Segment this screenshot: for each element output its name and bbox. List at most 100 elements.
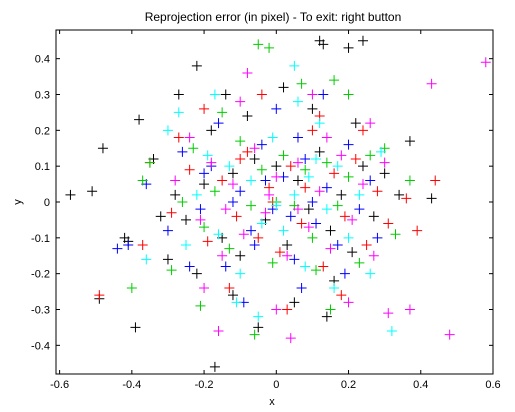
plus-marker bbox=[181, 240, 192, 250]
plus-marker bbox=[307, 197, 318, 207]
plus-marker bbox=[350, 118, 361, 129]
plus-marker bbox=[264, 189, 275, 200]
plus-marker bbox=[278, 82, 289, 93]
plus-marker bbox=[296, 78, 307, 89]
plus-marker bbox=[274, 247, 285, 258]
plus-marker bbox=[97, 143, 108, 154]
plus-marker bbox=[191, 189, 202, 200]
plus-marker bbox=[307, 103, 318, 114]
plus-marker bbox=[379, 157, 390, 168]
y-tick-label: 0.1 bbox=[35, 161, 50, 173]
plus-marker bbox=[325, 225, 336, 236]
plus-marker bbox=[162, 225, 173, 236]
plus-marker bbox=[271, 161, 282, 172]
plus-marker bbox=[339, 211, 350, 222]
plus-marker bbox=[137, 240, 148, 250]
plus-marker bbox=[217, 175, 228, 186]
plus-marker bbox=[130, 322, 141, 333]
x-tick-label: 0.4 bbox=[413, 379, 428, 391]
plus-marker bbox=[383, 308, 394, 319]
plus-marker bbox=[235, 154, 246, 164]
plus-marker bbox=[430, 175, 441, 186]
x-tick-label: 0.6 bbox=[485, 379, 500, 391]
plus-marker bbox=[166, 207, 177, 218]
plus-marker bbox=[300, 154, 311, 164]
plus-marker bbox=[354, 204, 365, 215]
plus-marker bbox=[307, 125, 318, 136]
x-tick-label: -0.2 bbox=[195, 379, 214, 391]
plus-marker bbox=[343, 171, 354, 182]
y-tick-label: -0.1 bbox=[31, 233, 50, 245]
plus-marker bbox=[292, 204, 303, 215]
plus-marker bbox=[170, 175, 181, 186]
y-tick-label: -0.3 bbox=[31, 305, 50, 317]
y-tick-label: 0 bbox=[44, 197, 50, 209]
plus-marker bbox=[235, 250, 246, 261]
plus-marker bbox=[199, 283, 210, 293]
plus-marker bbox=[227, 179, 238, 190]
plus-marker bbox=[209, 361, 220, 372]
plus-marker bbox=[227, 290, 238, 301]
plus-marker bbox=[199, 103, 210, 114]
plus-marker bbox=[390, 229, 401, 240]
plus-marker bbox=[282, 304, 293, 315]
x-tick-label: -0.4 bbox=[122, 379, 141, 391]
plus-marker bbox=[231, 297, 242, 308]
plus-marker bbox=[350, 154, 361, 164]
x-tick-label: 0 bbox=[273, 379, 279, 391]
plus-marker bbox=[253, 232, 264, 243]
plus-marker bbox=[184, 132, 195, 143]
plus-marker bbox=[137, 175, 148, 186]
plus-marker bbox=[401, 193, 412, 204]
plus-marker bbox=[231, 211, 242, 222]
plus-marker bbox=[267, 257, 278, 268]
plus-marker bbox=[256, 89, 267, 100]
plus-marker bbox=[318, 261, 329, 272]
plus-marker bbox=[314, 186, 325, 197]
plus-marker bbox=[209, 89, 220, 100]
plus-marker bbox=[191, 268, 202, 279]
plus-marker bbox=[249, 329, 260, 340]
plus-marker bbox=[173, 107, 184, 118]
plus-marker bbox=[184, 261, 195, 272]
plus-marker bbox=[173, 89, 184, 100]
plus-marker bbox=[260, 175, 271, 186]
plus-marker bbox=[278, 225, 289, 236]
plus-marker bbox=[94, 290, 105, 301]
plus-marker bbox=[87, 186, 98, 197]
plus-marker bbox=[112, 243, 123, 254]
plus-marker bbox=[285, 333, 296, 344]
plus-marker bbox=[357, 125, 368, 136]
plus-marker bbox=[213, 118, 224, 129]
plus-marker bbox=[292, 96, 303, 107]
plus-marker bbox=[321, 311, 332, 322]
plus-marker bbox=[303, 204, 314, 215]
plus-marker bbox=[361, 240, 372, 250]
plus-marker bbox=[267, 132, 278, 143]
plus-marker bbox=[311, 154, 322, 164]
plus-marker bbox=[256, 218, 267, 229]
plus-marker bbox=[249, 154, 260, 164]
plus-marker bbox=[357, 35, 368, 46]
plus-marker bbox=[365, 118, 376, 129]
y-tick-label: -0.2 bbox=[31, 269, 50, 281]
plus-marker bbox=[368, 211, 379, 222]
plus-marker bbox=[188, 143, 199, 154]
plus-marker bbox=[307, 232, 318, 243]
plus-marker bbox=[195, 214, 206, 225]
plus-marker bbox=[321, 157, 332, 168]
plus-marker bbox=[253, 39, 264, 50]
y-tick-label: 0.2 bbox=[35, 125, 50, 137]
series-4 bbox=[170, 57, 491, 344]
plus-marker bbox=[318, 89, 329, 100]
chart-title: Reprojection error (in pixel) - To exit:… bbox=[145, 10, 402, 24]
plus-marker bbox=[242, 111, 253, 121]
plus-marker bbox=[332, 200, 343, 211]
plus-marker bbox=[195, 204, 206, 215]
plus-marker bbox=[303, 171, 314, 182]
plus-marker bbox=[329, 75, 340, 86]
plus-marker bbox=[253, 311, 264, 322]
plus-marker bbox=[199, 222, 210, 233]
plus-marker bbox=[199, 179, 210, 190]
